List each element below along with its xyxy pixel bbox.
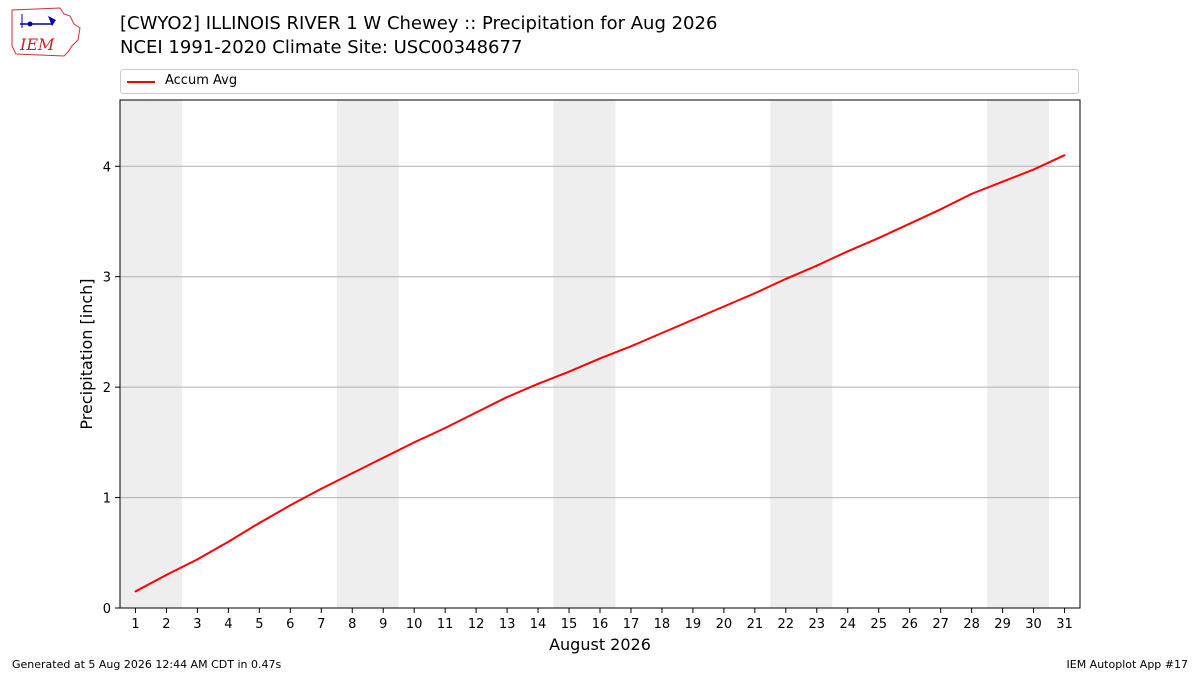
data-point [568,370,571,373]
x-tick-label: 13 [499,617,516,632]
data-point [258,521,261,524]
plot-frame [119,99,1081,609]
data-point [227,540,230,543]
x-tick-label: 30 [1025,617,1042,632]
iem-logo: IEM [11,7,81,57]
x-tick-label: 25 [870,617,887,632]
x-tick-label: 6 [286,617,294,632]
data-point [629,345,632,348]
data-point [351,472,354,475]
y-tick-label: 3 [103,271,111,286]
data-point [722,305,725,308]
data-point [908,222,911,225]
x-tick-label: 14 [530,617,547,632]
data-point [1063,154,1066,157]
x-axis-label: August 2026 [549,635,651,654]
x-tick-label: 17 [623,617,640,632]
y-tick-label: 0 [103,602,111,617]
x-tick-label: 24 [839,617,856,632]
x-tick-label: 23 [809,617,826,632]
chart-subtitle: NCEI 1991-2020 Climate Site: USC00348677 [120,37,523,58]
x-tick-label: 21 [747,617,764,632]
x-tick-label: 31 [1056,617,1073,632]
data-point [165,573,168,576]
data-point [877,237,880,240]
weekend-band [120,100,182,608]
legend-line-swatch [127,81,155,83]
footer-app-id: IEM Autoplot App #17 [1066,658,1189,671]
x-tick-label: 9 [379,617,387,632]
data-point [784,277,787,280]
data-point [289,504,292,507]
data-point [815,264,818,267]
y-axis-label: Precipitation [inch] [77,278,96,429]
weekend-band [336,100,399,608]
weekend-band [553,100,616,608]
x-tick-label: 8 [348,617,356,632]
data-point [970,192,973,195]
x-tick-label: 27 [932,617,949,632]
x-tick-label: 20 [716,617,733,632]
x-tick-label: 29 [994,617,1011,632]
x-tick-label: 4 [224,617,232,632]
y-tick-label: 2 [103,381,111,396]
data-point [939,208,942,211]
x-tick-label: 19 [685,617,702,632]
x-tick-label: 3 [193,617,201,632]
x-tick-label: 16 [592,617,609,632]
x-tick-label: 2 [162,617,170,632]
data-point [1032,168,1035,171]
legend: Accum Avg [120,69,1079,94]
data-point [846,250,849,253]
data-point [444,426,447,429]
x-tick-label: 15 [561,617,578,632]
data-point [506,396,509,399]
data-point [196,558,199,561]
data-point [753,292,756,295]
data-point [1001,180,1004,183]
data-point [660,332,663,335]
data-point [599,357,601,360]
data-point [413,441,416,444]
x-tick-label: 5 [255,617,263,632]
x-tick-label: 18 [654,617,671,632]
x-tick-label: 11 [437,617,454,632]
weekend-band [770,100,833,608]
data-point [691,318,694,321]
footer-generated: Generated at 5 Aug 2026 12:44 AM CDT in … [12,658,282,671]
data-point [320,487,323,490]
data-point [537,382,540,385]
data-point [475,411,478,414]
y-tick-label: 1 [103,492,111,507]
x-tick-label: 1 [131,617,139,632]
chart-title: [CWYO2] ILLINOIS RIVER 1 W Chewey :: Pre… [120,13,718,34]
x-tick-label: 26 [901,617,918,632]
y-tick-label: 4 [103,160,111,175]
data-point [134,590,137,593]
legend-label: Accum Avg [165,73,238,88]
x-tick-label: 7 [317,617,325,632]
x-tick-label: 28 [963,617,980,632]
data-point [382,456,385,459]
x-tick-label: 10 [406,617,423,632]
x-tick-label: 12 [468,617,485,632]
svg-text:IEM: IEM [19,35,55,54]
x-tick-label: 22 [778,617,795,632]
